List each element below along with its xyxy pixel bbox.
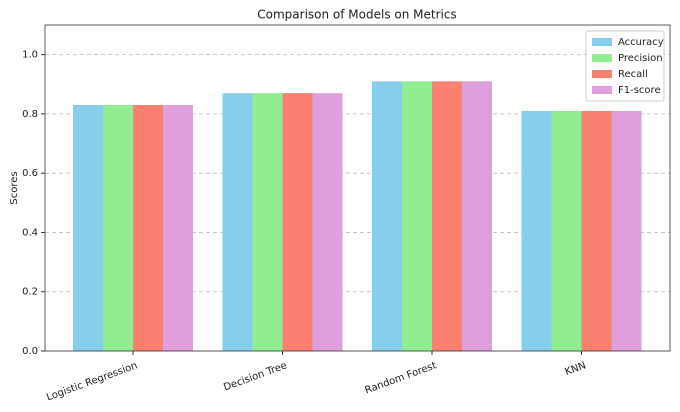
bar [402,81,432,352]
y-tick-label: 0.6 [22,168,38,179]
y-axis-label: Scores [9,171,20,204]
x-tick-label: Decision Tree [222,360,288,393]
y-tick-label: 0.2 [22,287,38,298]
legend-label: F1-score [618,85,661,96]
x-tick-label: KNN [564,360,588,378]
bar [222,93,253,351]
bar [73,105,103,351]
legend-swatch [592,86,612,94]
legend-box [585,30,665,102]
bar [282,93,313,351]
bar [611,110,642,351]
x-tick-label: Random Forest [364,360,439,396]
legend-swatch [592,70,612,78]
bar [133,105,163,351]
y-tick-label: 0.0 [22,346,38,357]
legend-swatch [592,54,612,62]
bar [103,105,133,351]
bar [521,110,552,351]
bar [581,110,612,351]
legend-swatch [592,38,612,46]
y-tick-label: 1.0 [22,50,38,61]
legend-label: Accuracy [618,37,664,48]
legend-label: Recall [618,69,648,80]
y-tick-label: 0.4 [22,227,38,238]
bar [551,110,582,351]
bar [432,81,462,352]
bar [312,93,343,351]
bar [163,105,193,351]
x-tick-label: Logistic Regression [45,360,139,403]
plot-frame [44,24,671,352]
chart-title: Comparison of Models on Metrics [257,8,456,22]
y-tick-label: 0.8 [22,109,38,120]
legend: Accuracy Precision Recall F1-score [585,30,665,102]
bar [462,81,492,352]
bar [372,81,402,352]
legend-label: Precision [618,53,663,64]
bar [252,93,283,351]
